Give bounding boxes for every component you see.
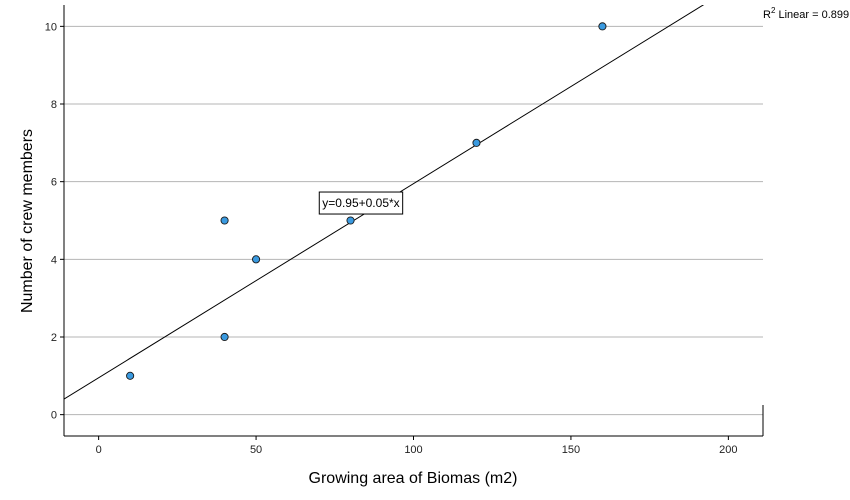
r-squared-label: R2 Linear = 0.899 xyxy=(763,6,849,21)
x-tick-label: 100 xyxy=(404,444,422,456)
data-point xyxy=(598,22,607,31)
annotations: y=0.95+0.05*x xyxy=(318,191,404,215)
gridlines xyxy=(64,25,763,416)
equation-label: y=0.95+0.05*x xyxy=(322,196,399,210)
x-tick-label: 150 xyxy=(562,444,580,456)
y-tick-label: 4 xyxy=(51,254,57,266)
regression-line xyxy=(64,5,705,400)
x-tick-label: 0 xyxy=(96,444,102,456)
r-squared-superscript: 2 xyxy=(771,6,776,15)
y-axis-title: Number of crew members xyxy=(19,129,36,313)
y-tick-label: 2 xyxy=(51,332,57,344)
y-tick-label: 10 xyxy=(45,21,57,33)
data-point xyxy=(472,138,481,147)
data-point xyxy=(220,216,229,225)
data-point xyxy=(220,332,229,342)
equation-box xyxy=(318,191,404,215)
data-point xyxy=(252,255,261,264)
data-point xyxy=(346,216,355,225)
data-points xyxy=(126,22,607,380)
y-tick-label: 8 xyxy=(51,99,57,111)
data-point xyxy=(126,371,135,380)
x-axis-title: Growing area of Biomas (m2) xyxy=(309,470,518,487)
y-tick-label: 6 xyxy=(51,177,57,189)
r-squared-value: Linear = 0.899 xyxy=(775,9,849,21)
x-tick-label: 50 xyxy=(250,444,262,456)
x-tick-label: 200 xyxy=(719,444,737,456)
axes xyxy=(60,5,764,440)
r-squared-prefix: R xyxy=(763,9,771,21)
y-tick-label: 0 xyxy=(51,410,57,422)
fit-line-group xyxy=(64,5,705,400)
